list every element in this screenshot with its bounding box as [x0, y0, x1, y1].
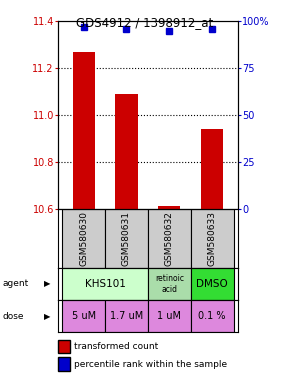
- Text: ▶: ▶: [44, 280, 50, 288]
- Text: GSM580633: GSM580633: [208, 211, 217, 266]
- Text: ▶: ▶: [44, 311, 50, 321]
- Text: retinoic
acid: retinoic acid: [155, 274, 184, 294]
- FancyBboxPatch shape: [62, 300, 105, 332]
- Bar: [115, 94, 138, 209]
- Text: 1.7 uM: 1.7 uM: [110, 311, 143, 321]
- FancyBboxPatch shape: [62, 209, 105, 268]
- Text: 5 uM: 5 uM: [72, 311, 96, 321]
- FancyBboxPatch shape: [62, 268, 148, 300]
- Text: dose: dose: [3, 311, 24, 321]
- Text: percentile rank within the sample: percentile rank within the sample: [74, 359, 227, 369]
- Text: agent: agent: [3, 280, 29, 288]
- Text: KHS101: KHS101: [85, 279, 126, 289]
- FancyBboxPatch shape: [148, 300, 191, 332]
- Text: DMSO: DMSO: [196, 279, 228, 289]
- Text: 0.1 %: 0.1 %: [198, 311, 226, 321]
- Text: GDS4912 / 1398912_at: GDS4912 / 1398912_at: [76, 16, 214, 29]
- Text: 1 uM: 1 uM: [157, 311, 181, 321]
- FancyBboxPatch shape: [148, 209, 191, 268]
- Bar: [201, 129, 223, 209]
- Text: GSM580632: GSM580632: [165, 211, 174, 266]
- Text: GSM580630: GSM580630: [79, 211, 88, 266]
- FancyBboxPatch shape: [105, 300, 148, 332]
- Bar: [72, 51, 95, 209]
- Bar: [158, 207, 180, 209]
- FancyBboxPatch shape: [191, 209, 233, 268]
- Text: GSM580631: GSM580631: [122, 211, 131, 266]
- Text: transformed count: transformed count: [74, 342, 158, 351]
- FancyBboxPatch shape: [148, 268, 191, 300]
- FancyBboxPatch shape: [105, 209, 148, 268]
- FancyBboxPatch shape: [191, 300, 233, 332]
- FancyBboxPatch shape: [191, 268, 233, 300]
